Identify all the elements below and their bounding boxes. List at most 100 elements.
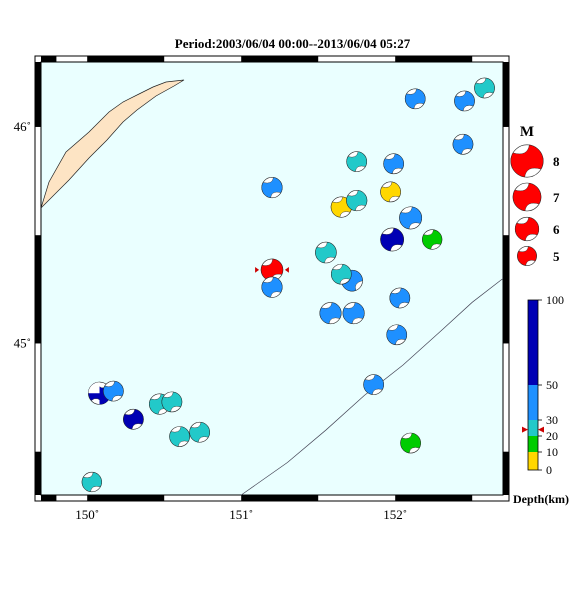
beachball-quadrant	[315, 241, 337, 264]
earthquake-event	[189, 421, 210, 443]
trench-path	[240, 278, 504, 496]
earthquake-event	[454, 90, 475, 112]
frame-band	[35, 451, 41, 495]
island-shape	[40, 79, 185, 209]
frame-band	[41, 495, 57, 501]
beachball-quadrant	[389, 287, 411, 309]
depth-color-segment	[528, 452, 538, 470]
magnitude-legend-label: 5	[553, 249, 560, 264]
depth-tick-label: 10	[546, 445, 558, 459]
depth-marker-right	[538, 426, 544, 433]
frame-band	[41, 56, 57, 62]
earthquake-event	[346, 190, 368, 212]
beachball-quadrant	[517, 246, 537, 266]
beachball-quadrant	[123, 409, 144, 430]
beachball-quadrant	[386, 324, 407, 345]
beachball-quadrant	[189, 422, 210, 443]
frame-band	[395, 56, 473, 62]
earthquake-event	[452, 133, 474, 155]
depth-marker-left	[522, 426, 528, 433]
beachball-quadrant	[260, 258, 284, 281]
earthquake-event	[383, 153, 404, 175]
frame-band	[35, 62, 41, 127]
magnitude-legend-title: M	[520, 124, 534, 140]
earthquake-event	[261, 177, 283, 199]
y-tick-label: 46˚	[14, 119, 31, 134]
beachball-quadrant	[88, 382, 100, 394]
earthquake-event	[422, 229, 443, 250]
focal-mechanisms	[81, 77, 495, 493]
trench-line	[240, 278, 504, 496]
magnitude-legend-item: 6	[514, 216, 560, 242]
beachball-quadrant	[400, 432, 421, 454]
beachball-quadrant	[261, 177, 283, 198]
beachball-quadrant	[452, 134, 474, 155]
earthquake-event	[346, 151, 368, 172]
earthquake-event	[123, 408, 144, 430]
earthquake-event	[161, 391, 183, 413]
earthquake-event	[474, 77, 495, 99]
frame-band	[241, 56, 319, 62]
depth-tick-label: 50	[546, 378, 558, 392]
earthquake-event	[342, 302, 365, 325]
beachball-quadrant	[380, 227, 404, 252]
magnitude-legend-label: 6	[553, 222, 560, 237]
beachball-quadrant	[169, 426, 190, 447]
magnitude-legend-item: 8	[510, 144, 560, 178]
earthquake-event	[315, 241, 337, 264]
beachball-quadrant	[454, 90, 475, 112]
earthquake-event	[389, 287, 411, 309]
beachball-quadrant	[331, 264, 352, 285]
coastline-land	[40, 79, 185, 209]
beachball-quadrant	[512, 182, 542, 212]
magnitude-legend: M 8 7 6 5	[510, 124, 560, 266]
earthquake-event	[363, 374, 384, 395]
earthquake-event	[380, 181, 401, 203]
depth-tick-label: 30	[546, 413, 558, 427]
frame-band	[395, 495, 473, 501]
x-tick-label: 151˚	[229, 507, 253, 522]
depth-color-segment	[528, 300, 538, 385]
beachball-quadrant	[103, 380, 124, 402]
depth-color-segment	[528, 420, 538, 436]
marker-arrow	[255, 266, 260, 273]
earthquake-event	[404, 88, 426, 110]
earthquake-event	[380, 227, 405, 252]
beachball-quadrant	[515, 217, 539, 241]
beachball-quadrant	[510, 144, 544, 178]
beachball-quadrant	[474, 77, 495, 99]
beachball-quadrant	[346, 151, 367, 172]
depth-tick-label: 20	[546, 429, 558, 443]
beachball-quadrant	[81, 472, 102, 492]
earthquake-event	[261, 276, 283, 298]
x-tick-label: 150˚	[75, 507, 99, 522]
beachball-quadrant	[383, 153, 404, 174]
depth-tick-label: 0	[546, 463, 552, 477]
frame-band	[241, 495, 319, 501]
beachball-quadrant	[342, 302, 365, 324]
magnitude-legend-label: 8	[553, 154, 560, 169]
magnitude-legend-item: 5	[517, 246, 560, 266]
depth-scale-title: Depth(km)	[513, 492, 569, 506]
earthquake-event	[400, 432, 421, 454]
earthquake-event	[103, 380, 124, 402]
frame-band	[35, 235, 41, 344]
beachball-quadrant	[404, 88, 426, 109]
beachball-quadrant	[363, 374, 384, 395]
beachball-quadrant	[161, 391, 183, 413]
earthquake-event	[169, 426, 190, 447]
beachball-quadrant	[380, 181, 401, 203]
beachball-quadrant	[261, 276, 283, 298]
frame-band	[503, 451, 509, 495]
depth-color-segment	[528, 385, 538, 420]
magnitude-legend-item: 7	[512, 182, 560, 212]
axis-ticks: 150˚ 151˚ 152˚ 46˚ 45˚	[14, 119, 407, 522]
earthquake-event	[386, 324, 408, 346]
frame-band	[87, 56, 165, 62]
beachball-quadrant	[346, 190, 368, 211]
x-tick-label: 152˚	[383, 507, 407, 522]
earthquake-event	[319, 302, 342, 325]
earthquake-event	[399, 206, 423, 230]
depth-color-segment	[528, 436, 538, 452]
